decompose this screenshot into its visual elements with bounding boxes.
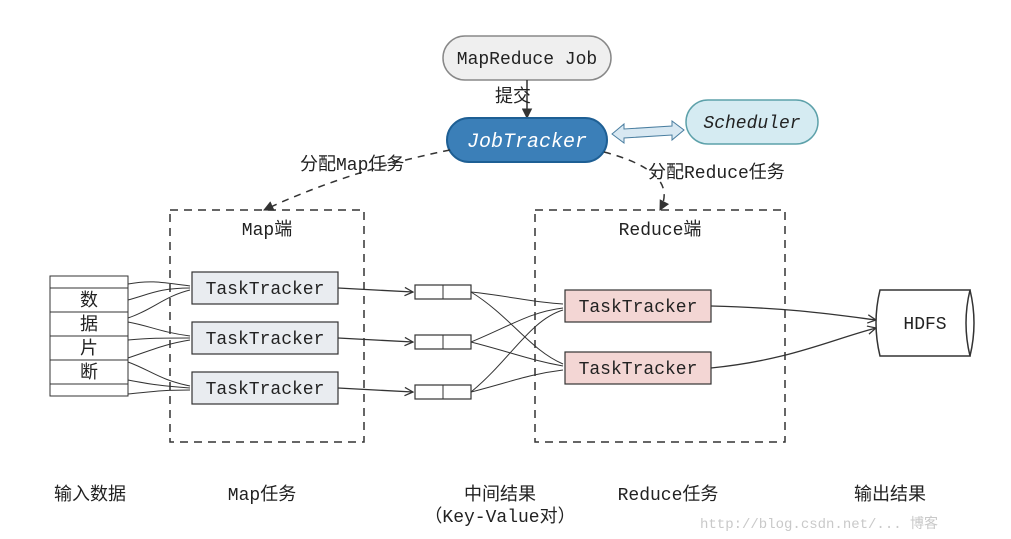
node-mapreduce-job: MapReduce Job: [443, 36, 611, 80]
label-submit: 提交: [495, 86, 531, 108]
svg-text:TaskTracker: TaskTracker: [206, 330, 325, 350]
label-reduce-side: Reduce端: [619, 219, 702, 241]
map-tasktracker-1: TaskTracker: [192, 272, 338, 304]
mid-kv-3: [415, 385, 471, 399]
input-data-stack: 数 据 片 断: [50, 276, 128, 396]
node-scheduler: Scheduler: [686, 100, 818, 144]
edges-shuffle: [471, 292, 563, 392]
edges-reduce-to-hdfs: [711, 306, 876, 368]
caption-mid-line1: 中间结果: [464, 484, 536, 506]
caption-map: Map任务: [228, 484, 296, 506]
node-jobtracker-label: JobTracker: [467, 131, 587, 154]
svg-text:TaskTracker: TaskTracker: [579, 360, 698, 380]
label-assign-map: 分配Map任务: [300, 154, 404, 176]
caption-mid-line2: （Key-Value对）: [424, 506, 575, 528]
svg-text:数: 数: [80, 290, 98, 312]
node-scheduler-label: Scheduler: [703, 114, 800, 134]
svg-text:TaskTracker: TaskTracker: [206, 280, 325, 300]
svg-text:据: 据: [80, 314, 98, 336]
edges-input-to-map: [128, 282, 190, 394]
reduce-section-box: [535, 210, 785, 442]
map-tasktracker-3: TaskTracker: [192, 372, 338, 404]
svg-text:TaskTracker: TaskTracker: [206, 380, 325, 400]
label-assign-reduce: 分配Reduce任务: [648, 162, 785, 184]
node-hdfs: HDFS: [876, 290, 974, 356]
map-tasktracker-2: TaskTracker: [192, 322, 338, 354]
svg-text:片: 片: [80, 338, 98, 360]
diagram-canvas: MapReduce Job 提交 JobTracker Scheduler 分配…: [0, 0, 1011, 539]
label-map-side: Map端: [242, 219, 292, 241]
caption-output: 输出结果: [854, 484, 926, 506]
mid-kv-2: [415, 335, 471, 349]
svg-text:TaskTracker: TaskTracker: [579, 298, 698, 318]
watermark-text: http://blog.csdn.net/... 博客: [700, 515, 938, 533]
svg-text:断: 断: [80, 362, 98, 384]
node-hdfs-label: HDFS: [903, 315, 946, 335]
reduce-tasktracker-1: TaskTracker: [565, 290, 711, 322]
edges-map-to-mid: [338, 288, 413, 392]
node-jobtracker: JobTracker: [447, 118, 607, 162]
mid-kv-1: [415, 285, 471, 299]
node-mapreduce-job-label: MapReduce Job: [457, 50, 597, 70]
caption-reduce: Reduce任务: [618, 484, 719, 506]
edge-jobtracker-scheduler: [612, 121, 684, 143]
caption-input: 输入数据: [54, 484, 126, 506]
reduce-tasktracker-2: TaskTracker: [565, 352, 711, 384]
